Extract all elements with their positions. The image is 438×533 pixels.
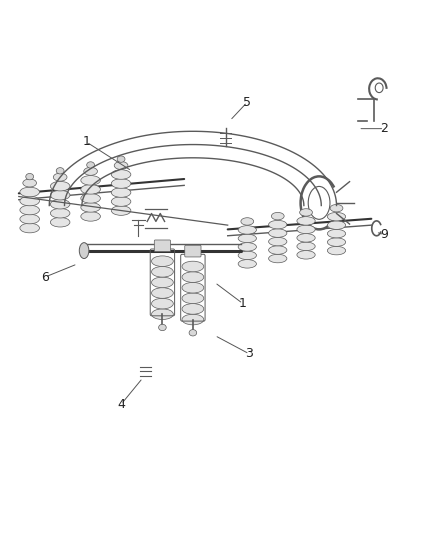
Ellipse shape — [297, 225, 315, 233]
Ellipse shape — [297, 251, 315, 259]
Ellipse shape — [241, 217, 254, 225]
Ellipse shape — [81, 193, 100, 203]
Ellipse shape — [159, 324, 166, 330]
Ellipse shape — [111, 197, 131, 206]
Ellipse shape — [268, 237, 287, 246]
Ellipse shape — [238, 234, 256, 243]
Ellipse shape — [81, 212, 100, 221]
Ellipse shape — [238, 225, 256, 234]
Text: 5: 5 — [243, 95, 251, 109]
Ellipse shape — [268, 246, 287, 254]
Ellipse shape — [50, 199, 70, 209]
Ellipse shape — [330, 205, 343, 212]
Ellipse shape — [182, 282, 204, 293]
Ellipse shape — [327, 221, 346, 229]
FancyBboxPatch shape — [154, 240, 170, 252]
Ellipse shape — [56, 167, 64, 174]
Ellipse shape — [20, 205, 39, 215]
Ellipse shape — [297, 233, 315, 242]
Text: 2: 2 — [381, 122, 389, 135]
Ellipse shape — [152, 288, 173, 298]
Ellipse shape — [26, 173, 34, 180]
Ellipse shape — [268, 254, 287, 263]
Text: 6: 6 — [41, 271, 49, 284]
Ellipse shape — [182, 304, 204, 314]
Ellipse shape — [111, 179, 131, 188]
Ellipse shape — [238, 243, 256, 251]
Ellipse shape — [182, 293, 204, 304]
Ellipse shape — [327, 213, 346, 221]
Ellipse shape — [238, 251, 256, 260]
Ellipse shape — [20, 187, 39, 197]
Ellipse shape — [79, 243, 89, 259]
Ellipse shape — [111, 206, 131, 215]
Ellipse shape — [297, 216, 315, 225]
Ellipse shape — [182, 272, 204, 282]
Text: 1: 1 — [82, 135, 90, 148]
Ellipse shape — [300, 209, 312, 216]
Ellipse shape — [152, 309, 173, 319]
Ellipse shape — [297, 242, 315, 251]
Ellipse shape — [238, 260, 256, 268]
Ellipse shape — [152, 277, 173, 288]
Ellipse shape — [327, 229, 346, 238]
Ellipse shape — [114, 161, 128, 169]
Ellipse shape — [20, 214, 39, 224]
Ellipse shape — [20, 196, 39, 206]
Ellipse shape — [84, 167, 98, 175]
Ellipse shape — [152, 298, 173, 309]
Ellipse shape — [53, 173, 67, 181]
Ellipse shape — [189, 329, 197, 336]
Ellipse shape — [111, 188, 131, 197]
Ellipse shape — [152, 256, 173, 266]
Text: 3: 3 — [246, 348, 254, 360]
Text: 4: 4 — [117, 398, 125, 411]
Ellipse shape — [81, 175, 100, 185]
Ellipse shape — [117, 156, 125, 163]
Ellipse shape — [23, 179, 36, 187]
Ellipse shape — [50, 208, 70, 218]
Ellipse shape — [81, 203, 100, 212]
Ellipse shape — [182, 261, 204, 272]
Ellipse shape — [152, 266, 173, 277]
Ellipse shape — [50, 217, 70, 227]
Ellipse shape — [87, 162, 95, 168]
Ellipse shape — [268, 229, 287, 237]
Ellipse shape — [50, 190, 70, 200]
Text: 1: 1 — [239, 297, 247, 310]
Ellipse shape — [111, 169, 131, 179]
Ellipse shape — [50, 181, 70, 191]
Ellipse shape — [20, 223, 39, 233]
Ellipse shape — [81, 184, 100, 194]
Ellipse shape — [327, 246, 346, 255]
Ellipse shape — [182, 314, 204, 325]
FancyBboxPatch shape — [185, 245, 201, 257]
Text: 9: 9 — [381, 228, 389, 241]
Ellipse shape — [268, 220, 287, 229]
Ellipse shape — [272, 213, 284, 220]
Ellipse shape — [327, 238, 346, 246]
